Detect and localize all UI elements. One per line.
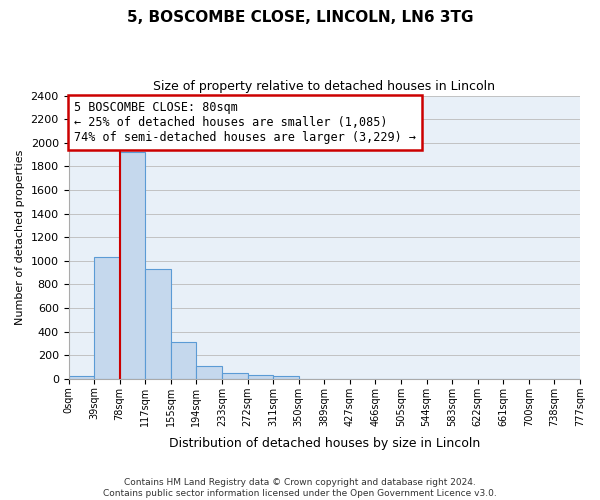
Bar — [222, 373, 248, 379]
Text: 5, BOSCOMBE CLOSE, LINCOLN, LN6 3TG: 5, BOSCOMBE CLOSE, LINCOLN, LN6 3TG — [127, 10, 473, 25]
Bar — [94, 257, 119, 379]
Bar — [68, 376, 94, 379]
Bar — [119, 152, 145, 379]
Bar — [273, 376, 299, 379]
X-axis label: Distribution of detached houses by size in Lincoln: Distribution of detached houses by size … — [169, 437, 480, 450]
Title: Size of property relative to detached houses in Lincoln: Size of property relative to detached ho… — [153, 80, 495, 93]
Bar — [171, 342, 196, 379]
Bar — [248, 375, 273, 379]
Text: Contains HM Land Registry data © Crown copyright and database right 2024.
Contai: Contains HM Land Registry data © Crown c… — [103, 478, 497, 498]
Y-axis label: Number of detached properties: Number of detached properties — [15, 150, 25, 325]
Bar — [196, 366, 222, 379]
Bar — [145, 269, 171, 379]
Text: 5 BOSCOMBE CLOSE: 80sqm
← 25% of detached houses are smaller (1,085)
74% of semi: 5 BOSCOMBE CLOSE: 80sqm ← 25% of detache… — [74, 101, 416, 144]
